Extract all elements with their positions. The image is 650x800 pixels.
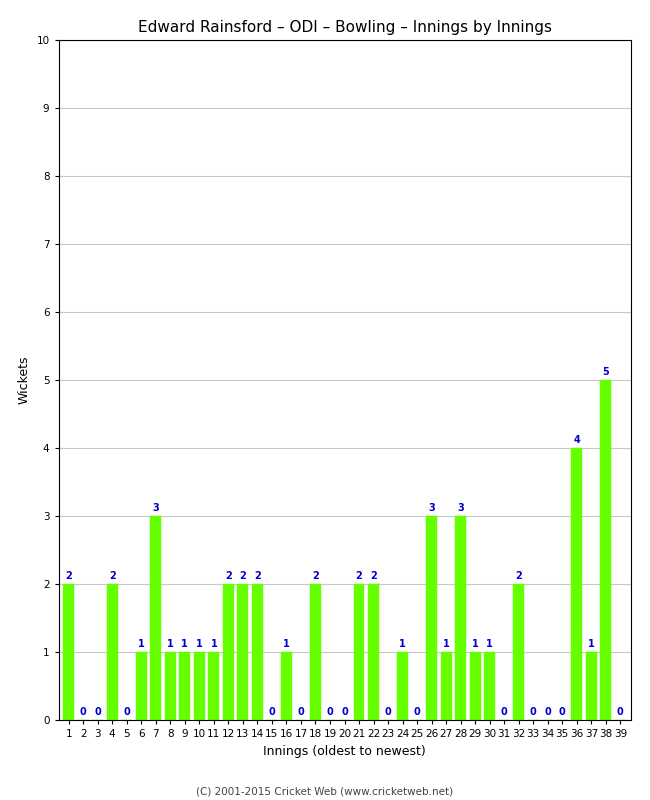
Text: 2: 2: [370, 571, 377, 582]
Bar: [136, 652, 147, 720]
Bar: [455, 516, 466, 720]
Text: 0: 0: [500, 707, 508, 718]
Bar: [107, 584, 118, 720]
Text: 3: 3: [457, 503, 464, 514]
Text: 1: 1: [167, 639, 174, 650]
Bar: [601, 380, 611, 720]
Bar: [63, 584, 74, 720]
Text: 1: 1: [472, 639, 478, 650]
Bar: [252, 584, 263, 720]
Bar: [237, 584, 248, 720]
Text: 1: 1: [181, 639, 188, 650]
Text: 0: 0: [80, 707, 86, 718]
Text: 4: 4: [573, 435, 580, 446]
Text: 2: 2: [515, 571, 522, 582]
Text: 1: 1: [588, 639, 595, 650]
Y-axis label: Wickets: Wickets: [18, 356, 31, 404]
Text: 0: 0: [544, 707, 551, 718]
Text: 0: 0: [385, 707, 391, 718]
Text: 2: 2: [109, 571, 116, 582]
Bar: [165, 652, 176, 720]
Text: 0: 0: [559, 707, 566, 718]
Bar: [223, 584, 234, 720]
Bar: [426, 516, 437, 720]
Bar: [586, 652, 597, 720]
Bar: [150, 516, 161, 720]
Text: 0: 0: [124, 707, 130, 718]
Text: 5: 5: [603, 367, 609, 378]
Text: 1: 1: [211, 639, 217, 650]
Text: 0: 0: [94, 707, 101, 718]
Bar: [310, 584, 321, 720]
Text: 3: 3: [428, 503, 435, 514]
Text: 0: 0: [341, 707, 348, 718]
Text: 2: 2: [239, 571, 246, 582]
Bar: [281, 652, 292, 720]
Text: 3: 3: [152, 503, 159, 514]
Bar: [354, 584, 365, 720]
Text: 0: 0: [268, 707, 276, 718]
Text: 0: 0: [413, 707, 421, 718]
Text: 0: 0: [530, 707, 537, 718]
Text: 2: 2: [312, 571, 319, 582]
Text: 1: 1: [196, 639, 203, 650]
Bar: [571, 448, 582, 720]
Text: 1: 1: [283, 639, 290, 650]
Text: 1: 1: [399, 639, 406, 650]
Text: 1: 1: [443, 639, 450, 650]
Bar: [484, 652, 495, 720]
Bar: [514, 584, 524, 720]
Text: 0: 0: [617, 707, 624, 718]
Text: 2: 2: [254, 571, 261, 582]
Text: 0: 0: [326, 707, 333, 718]
Text: 2: 2: [65, 571, 72, 582]
Bar: [209, 652, 219, 720]
Bar: [194, 652, 205, 720]
Bar: [441, 652, 452, 720]
Text: 2: 2: [356, 571, 363, 582]
Bar: [470, 652, 480, 720]
Text: 2: 2: [225, 571, 232, 582]
Text: 1: 1: [486, 639, 493, 650]
Text: (C) 2001-2015 Cricket Web (www.cricketweb.net): (C) 2001-2015 Cricket Web (www.cricketwe…: [196, 786, 454, 796]
Bar: [397, 652, 408, 720]
Bar: [179, 652, 190, 720]
X-axis label: Innings (oldest to newest): Innings (oldest to newest): [263, 745, 426, 758]
Text: 0: 0: [298, 707, 304, 718]
Text: 1: 1: [138, 639, 145, 650]
Title: Edward Rainsford – ODI – Bowling – Innings by Innings: Edward Rainsford – ODI – Bowling – Innin…: [138, 20, 551, 34]
Bar: [368, 584, 379, 720]
